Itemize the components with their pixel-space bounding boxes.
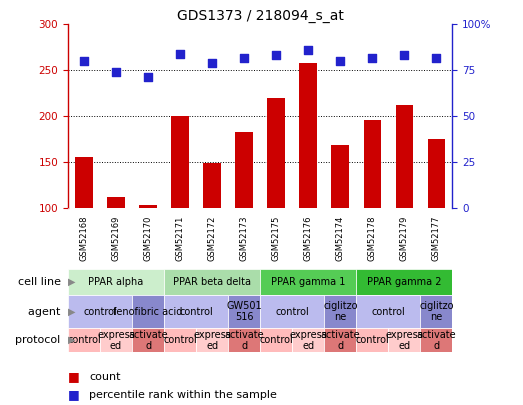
Text: control: control xyxy=(83,307,117,317)
Point xyxy=(368,55,377,62)
Point xyxy=(432,55,440,62)
Bar xyxy=(139,205,157,208)
Bar xyxy=(388,328,420,352)
Bar xyxy=(260,295,324,328)
Point xyxy=(112,69,120,75)
Text: express
ed: express ed xyxy=(289,330,327,350)
Text: PPAR beta delta: PPAR beta delta xyxy=(173,277,251,287)
Text: GSM52175: GSM52175 xyxy=(272,215,281,261)
Bar xyxy=(164,328,196,352)
Bar xyxy=(420,328,452,352)
Bar xyxy=(260,328,292,352)
Text: cell line: cell line xyxy=(18,277,64,287)
Text: GSM52170: GSM52170 xyxy=(144,215,153,261)
Text: GW501
516: GW501 516 xyxy=(226,301,262,322)
Bar xyxy=(235,132,253,208)
Bar xyxy=(203,163,221,208)
Text: express
ed: express ed xyxy=(193,330,231,350)
Point xyxy=(272,52,280,59)
Bar xyxy=(68,328,100,352)
Text: control: control xyxy=(163,335,197,345)
Text: express
ed: express ed xyxy=(385,330,423,350)
Text: ▶: ▶ xyxy=(67,277,75,287)
Point xyxy=(80,58,88,64)
Text: GSM52178: GSM52178 xyxy=(368,215,377,261)
Text: PPAR gamma 2: PPAR gamma 2 xyxy=(367,277,441,287)
Bar xyxy=(132,328,164,352)
Point xyxy=(336,58,345,64)
Bar xyxy=(324,328,356,352)
Bar xyxy=(172,116,189,208)
Text: GSM52176: GSM52176 xyxy=(304,215,313,261)
Text: ▶: ▶ xyxy=(67,335,75,345)
Bar xyxy=(107,197,125,208)
Text: GSM52171: GSM52171 xyxy=(176,215,185,261)
Bar xyxy=(420,295,452,328)
Text: control: control xyxy=(356,335,389,345)
Point xyxy=(400,52,408,59)
Text: GSM52172: GSM52172 xyxy=(208,215,217,261)
Bar xyxy=(100,328,132,352)
Bar xyxy=(356,295,420,328)
Text: activate
d: activate d xyxy=(224,330,264,350)
Text: control: control xyxy=(67,335,101,345)
Text: GSM52177: GSM52177 xyxy=(432,215,441,261)
Bar xyxy=(267,98,285,208)
Text: ciglitzo
ne: ciglitzo ne xyxy=(323,301,358,322)
Text: ciglitzo
ne: ciglitzo ne xyxy=(419,301,453,322)
Text: GSM52179: GSM52179 xyxy=(400,215,409,261)
Bar xyxy=(164,269,260,295)
Text: activate
d: activate d xyxy=(416,330,456,350)
Bar xyxy=(395,105,413,208)
Bar xyxy=(356,328,388,352)
Bar xyxy=(75,157,93,208)
Point xyxy=(208,60,217,66)
Text: percentile rank within the sample: percentile rank within the sample xyxy=(89,390,277,400)
Bar xyxy=(68,295,132,328)
Bar xyxy=(428,139,445,208)
Text: protocol: protocol xyxy=(15,335,64,345)
Text: GSM52169: GSM52169 xyxy=(111,215,120,261)
Point xyxy=(144,73,152,80)
Bar xyxy=(164,295,228,328)
Bar xyxy=(356,269,452,295)
Point xyxy=(240,55,248,62)
Text: ■: ■ xyxy=(68,370,84,383)
Bar xyxy=(260,269,356,295)
Text: control: control xyxy=(275,307,309,317)
Point xyxy=(176,50,184,57)
Text: PPAR alpha: PPAR alpha xyxy=(88,277,144,287)
Text: control: control xyxy=(259,335,293,345)
Text: GSM52173: GSM52173 xyxy=(240,215,248,261)
Title: GDS1373 / 218094_s_at: GDS1373 / 218094_s_at xyxy=(177,9,344,23)
Text: GSM52174: GSM52174 xyxy=(336,215,345,261)
Text: activate
d: activate d xyxy=(128,330,168,350)
Text: express
ed: express ed xyxy=(97,330,135,350)
Text: activate
d: activate d xyxy=(321,330,360,350)
Bar xyxy=(324,295,356,328)
Text: GSM52168: GSM52168 xyxy=(79,215,88,261)
Bar xyxy=(68,269,164,295)
Bar xyxy=(196,328,228,352)
Point xyxy=(304,47,312,53)
Bar xyxy=(228,295,260,328)
Bar xyxy=(300,63,317,208)
Text: agent: agent xyxy=(28,307,64,317)
Text: count: count xyxy=(89,372,120,382)
Bar xyxy=(132,295,164,328)
Bar xyxy=(228,328,260,352)
Text: fenofibric acid: fenofibric acid xyxy=(113,307,183,317)
Bar xyxy=(292,328,324,352)
Text: ▶: ▶ xyxy=(67,307,75,317)
Text: control: control xyxy=(371,307,405,317)
Text: PPAR gamma 1: PPAR gamma 1 xyxy=(271,277,345,287)
Text: control: control xyxy=(179,307,213,317)
Bar xyxy=(363,119,381,208)
Bar xyxy=(332,145,349,208)
Text: ■: ■ xyxy=(68,388,84,401)
